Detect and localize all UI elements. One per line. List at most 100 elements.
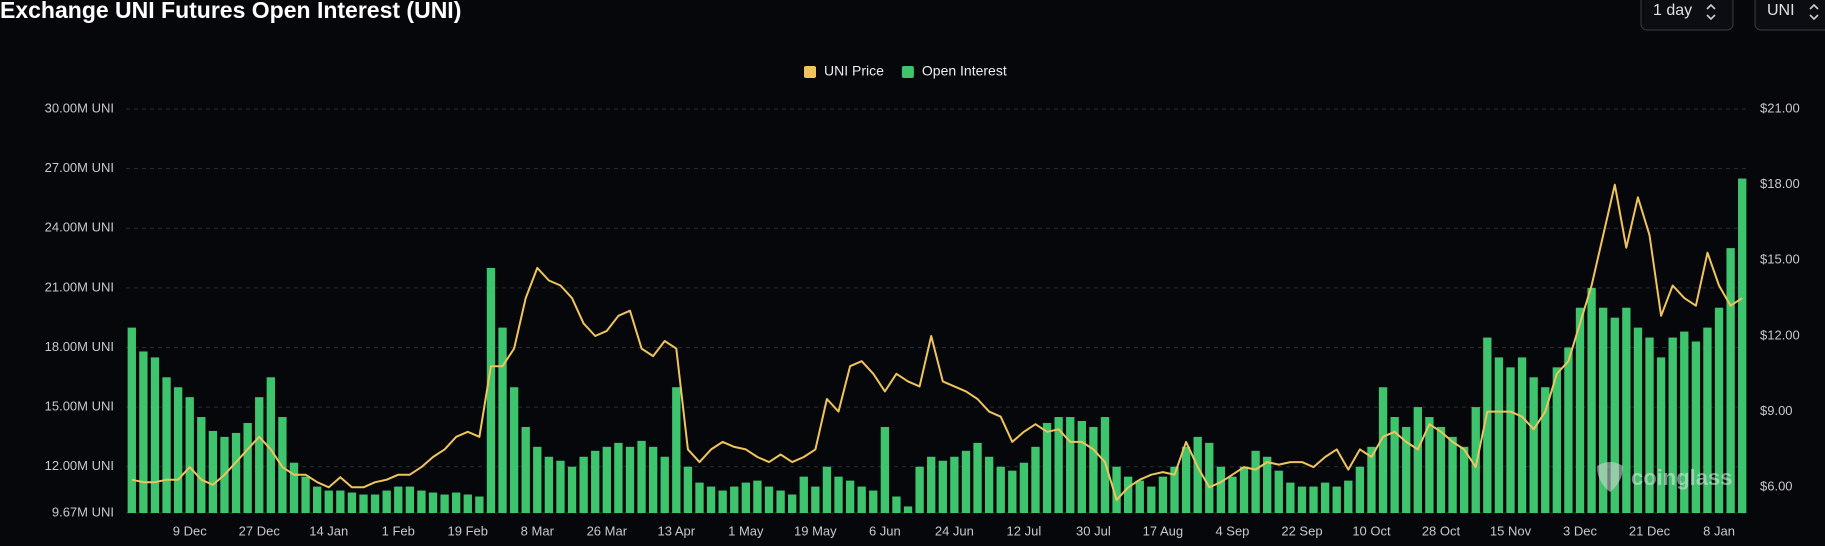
bar <box>1054 417 1063 513</box>
x-tick-label: 1 Feb <box>382 523 415 538</box>
bar <box>1587 287 1596 513</box>
bar <box>231 432 241 513</box>
bar <box>324 490 333 513</box>
bar <box>695 482 704 513</box>
x-tick-label: 24 Jun <box>935 523 974 538</box>
bar <box>347 492 357 513</box>
x-tick-label: 4 Sep <box>1215 523 1249 538</box>
bar <box>1471 407 1480 513</box>
x-tick-label: 12 Jul <box>1007 523 1042 538</box>
bar <box>1251 450 1260 513</box>
bar <box>857 486 866 513</box>
price-line <box>131 183 1743 501</box>
bar <box>278 417 287 513</box>
bar <box>370 494 380 513</box>
bar <box>1494 357 1504 513</box>
bar <box>938 460 947 513</box>
bar <box>706 486 716 513</box>
bar <box>394 486 403 513</box>
bar <box>509 387 519 513</box>
bar <box>869 490 878 513</box>
bar <box>834 476 843 513</box>
bar <box>428 492 438 513</box>
x-tick-label: 13 Apr <box>658 523 696 538</box>
bar <box>718 490 727 513</box>
bar <box>1436 426 1446 513</box>
bar <box>1135 480 1144 513</box>
bar <box>683 466 693 513</box>
bar <box>150 357 160 513</box>
bar <box>753 480 762 513</box>
bar <box>730 486 739 513</box>
bar <box>1158 476 1168 513</box>
bar <box>162 377 171 513</box>
bar <box>1390 417 1399 513</box>
interval-select[interactable]: 1 day <box>1640 0 1734 31</box>
bar <box>417 490 426 513</box>
bar <box>127 327 136 513</box>
watermark: coinglass <box>1597 462 1732 492</box>
y2-tick-label: $12.00 <box>1760 327 1800 342</box>
bar <box>1622 307 1631 513</box>
x-tick-label: 22 Sep <box>1281 523 1322 538</box>
bar <box>1297 486 1307 513</box>
x-tick-label: 19 May <box>794 523 837 538</box>
bar <box>1610 317 1619 513</box>
bar <box>1680 331 1689 513</box>
select-label[interactable]: 1 day <box>1653 2 1692 19</box>
bar <box>1205 442 1214 513</box>
bar <box>1726 248 1735 513</box>
bar <box>579 456 588 513</box>
bar <box>880 426 890 513</box>
bar <box>533 446 542 513</box>
select-box[interactable] <box>1754 0 1825 31</box>
bar <box>1309 486 1318 513</box>
x-tick-label: 15 Nov <box>1490 523 1532 538</box>
bar <box>208 430 218 513</box>
bar <box>973 442 982 513</box>
bar <box>648 446 658 513</box>
x-tick-label: 21 Dec <box>1629 523 1671 538</box>
bar <box>185 397 194 513</box>
bar <box>1170 466 1179 513</box>
y2-tick-label: $9.00 <box>1760 403 1793 418</box>
bar <box>660 456 669 513</box>
bar <box>903 506 913 513</box>
x-tick-label: 19 Feb <box>448 523 488 538</box>
plot-area: 9.67M UNI 12.00M UNI 15.00M UNI 18.00M UNI 2… <box>45 100 1800 538</box>
bar <box>475 496 484 513</box>
x-tick-label: 1 May <box>728 523 764 538</box>
select-label[interactable]: UNI <box>1767 2 1795 19</box>
x-tick-label: 8 Jan <box>1703 523 1735 538</box>
coin-select[interactable]: UNI <box>1754 0 1825 31</box>
x-tick-label: 9 Dec <box>173 523 207 538</box>
bar <box>266 377 275 513</box>
bar <box>1541 387 1550 513</box>
bar <box>927 456 936 513</box>
y2-tick-label: $21.00 <box>1760 100 1800 115</box>
bar <box>984 456 994 513</box>
bar <box>255 397 264 513</box>
y2-tick-label: $15.00 <box>1760 252 1800 267</box>
bar <box>1320 482 1330 513</box>
y2-tick-label: $18.00 <box>1760 176 1800 191</box>
bar <box>764 486 774 513</box>
bar <box>1413 407 1422 513</box>
y-tick-label: 27.00M UNI <box>45 160 114 175</box>
legend-swatch <box>804 66 816 78</box>
x-tick-label: 17 Aug <box>1143 523 1184 538</box>
watermark-logo <box>1597 462 1623 492</box>
bar <box>637 440 646 513</box>
bar <box>1263 456 1272 513</box>
bar <box>1112 466 1121 513</box>
bar <box>1019 462 1029 513</box>
select-box[interactable] <box>1640 0 1734 31</box>
bar <box>625 446 635 513</box>
bar <box>1656 357 1666 513</box>
bar <box>1402 426 1411 513</box>
bar <box>1575 307 1585 513</box>
bar <box>811 486 820 513</box>
bar <box>1529 377 1538 513</box>
bar <box>1448 436 1457 513</box>
bar <box>741 482 751 513</box>
